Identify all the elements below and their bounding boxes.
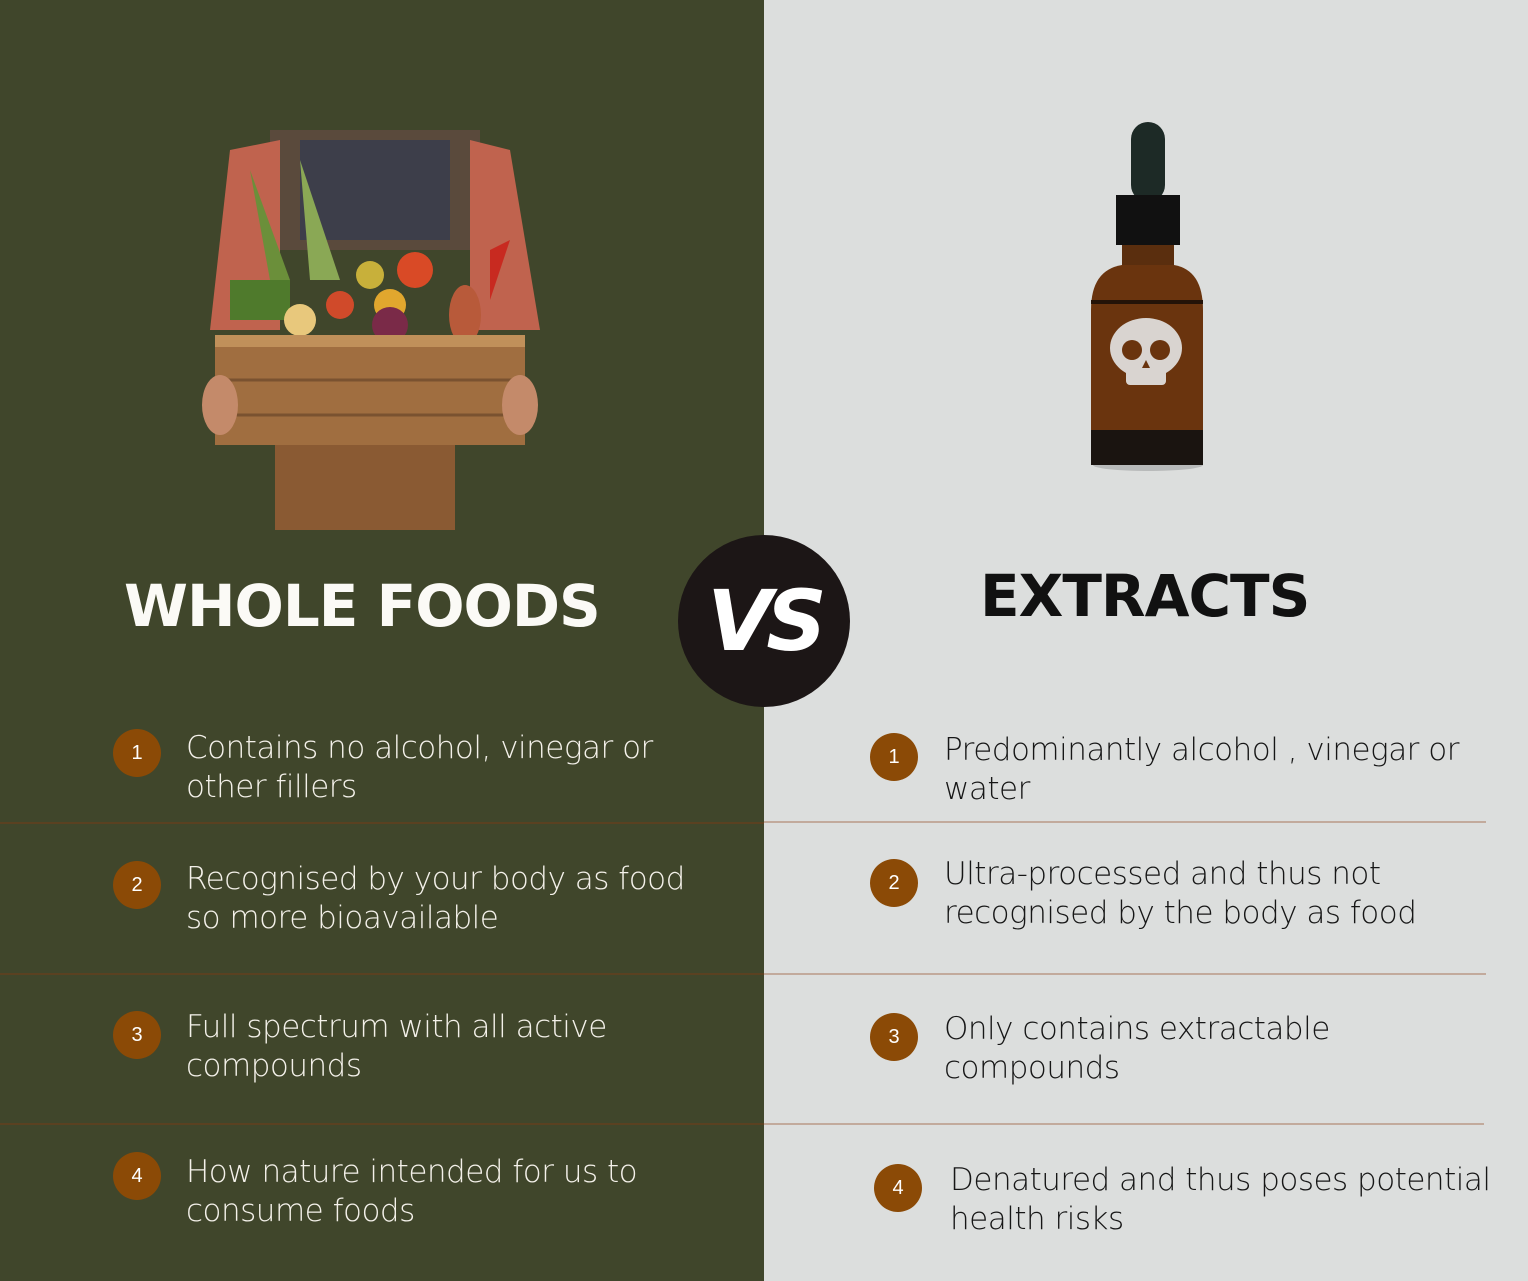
skull-icon [1110,318,1182,385]
extracts-point: Only contains extractable compounds [944,1011,1330,1086]
dropper-bottle-image [1091,122,1203,471]
extracts-point: Predominantly alcohol , vinegar or water [944,732,1460,807]
whole-foods-panel: WHOLE FOODS 1 Contains no alcohol, vineg… [0,0,764,1281]
item-number-badge: 3 [113,1011,161,1059]
item-number-badge: 4 [113,1152,161,1200]
whole-foods-title: WHOLE FOODS [124,572,601,640]
whole-foods-point: Contains no alcohol, vinegar or other fi… [186,730,653,805]
whole-foods-image [202,130,540,530]
item-number-badge: 4 [874,1164,922,1212]
item-number-badge: 1 [113,729,161,777]
item-number-badge: 2 [113,861,161,909]
divider [0,973,764,975]
divider [764,973,1486,975]
item-number-badge: 1 [870,733,918,781]
extracts-panel: EXTRACTS 1 Predominantly alcohol , vineg… [764,0,1528,1281]
item-number-badge: 3 [870,1013,918,1061]
divider [0,1123,764,1125]
extracts-title: EXTRACTS [980,562,1310,630]
extracts-point: Denatured and thus poses potential healt… [950,1162,1491,1237]
divider [764,821,1486,823]
item-number-badge: 2 [870,859,918,907]
whole-foods-point: Full spectrum with all active compounds [186,1009,607,1084]
vs-badge: VS [678,535,850,707]
divider [764,1123,1484,1125]
divider [0,822,764,824]
whole-foods-point: Recognised by your body as food so more … [186,861,685,936]
extracts-point: Ultra-processed and thus not recognised … [944,856,1417,931]
whole-foods-point: How nature intended for us to consume fo… [186,1154,638,1229]
